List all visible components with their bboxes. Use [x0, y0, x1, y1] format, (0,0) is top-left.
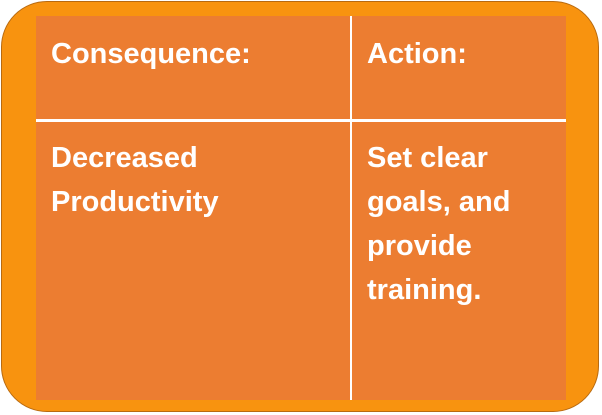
- cell-action: Set clear goals, and provide training.: [367, 142, 511, 306]
- cell-consequence: Decreased Productivity: [51, 142, 219, 218]
- column-divider: [350, 16, 352, 400]
- header-action: Action:: [367, 38, 467, 70]
- row-divider: [36, 119, 566, 122]
- consequence-action-table: Consequence: Action: Decreased Productiv…: [36, 16, 566, 400]
- header-consequence: Consequence:: [51, 38, 251, 70]
